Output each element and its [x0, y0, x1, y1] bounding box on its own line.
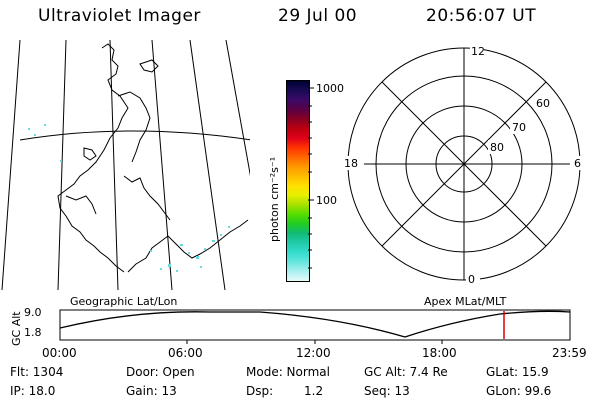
door-status: Door: Open — [126, 365, 195, 379]
coastline — [57, 43, 129, 273]
mlat-label-80: 80 — [490, 141, 504, 154]
dsp-value: 1.2 — [304, 384, 324, 398]
mlt-label-6: 6 — [574, 157, 581, 170]
timeline-left-label: Geographic Lat/Lon — [70, 295, 178, 308]
mlat-label-60: 60 — [536, 97, 550, 110]
geographic-latitude: GLat: 15.9 — [486, 365, 549, 379]
gc-altitude: GC Alt: 7.4 Re — [364, 365, 448, 379]
mlt-label-12: 12 — [471, 45, 485, 58]
sequence-number: Seq: 13 — [364, 384, 410, 398]
altitude-curve — [59, 310, 571, 338]
timeline-y-tick-max: 9.0 — [24, 306, 42, 319]
gain-value: Gain: 13 — [126, 384, 177, 398]
date-label: 29 Jul 00 — [278, 6, 358, 26]
time-label: 20:56:07 UT — [426, 6, 537, 26]
meridian-line — [1, 39, 21, 290]
parallel-line — [19, 130, 250, 141]
coastline — [123, 175, 171, 221]
meridian-line — [189, 39, 226, 290]
timeline-x-tick-0000: 00:00 — [42, 346, 77, 360]
flight-number: Flt: 1304 — [10, 365, 64, 379]
timeline-right-label: Apex MLat/MLT — [424, 295, 507, 308]
ip-value: IP: 18.0 — [10, 384, 56, 398]
timeline-x-tick-2359: 23:59 — [552, 346, 587, 360]
timeline-x-tick-1200: 12:00 — [296, 346, 331, 360]
coastline — [127, 219, 249, 273]
coastline — [65, 195, 97, 215]
mlat-label-70: 70 — [512, 121, 526, 134]
colorbar-tick-1000: 1000 — [316, 82, 344, 95]
timeline-x-tick-0600: 06:00 — [168, 346, 203, 360]
meridian-line — [57, 39, 67, 290]
mlt-label-18: 18 — [344, 157, 358, 170]
coastline — [83, 147, 97, 161]
coastline — [117, 91, 151, 163]
meridian-line — [109, 39, 119, 290]
emission-speckles — [28, 124, 230, 272]
colorbar-ticks — [308, 87, 314, 269]
timeline-x-tick-1800: 18:00 — [422, 346, 457, 360]
mlt-diagonal — [381, 81, 547, 247]
color-scale-bar — [286, 80, 310, 282]
colorbar-tick-100: 100 — [316, 194, 337, 207]
meridian-line — [151, 39, 173, 290]
dsp-label: Dsp: — [246, 384, 274, 398]
mlt-label-0: 0 — [468, 273, 475, 286]
coastline — [139, 59, 159, 73]
timeline-y-tick-min: 1.8 — [24, 326, 42, 339]
instrument-title: Ultraviolet Imager — [38, 6, 201, 26]
geographic-longitude: GLon: 99.6 — [486, 384, 552, 398]
mode-status: Mode: Normal — [246, 365, 330, 379]
meridian-line — [225, 39, 250, 177]
